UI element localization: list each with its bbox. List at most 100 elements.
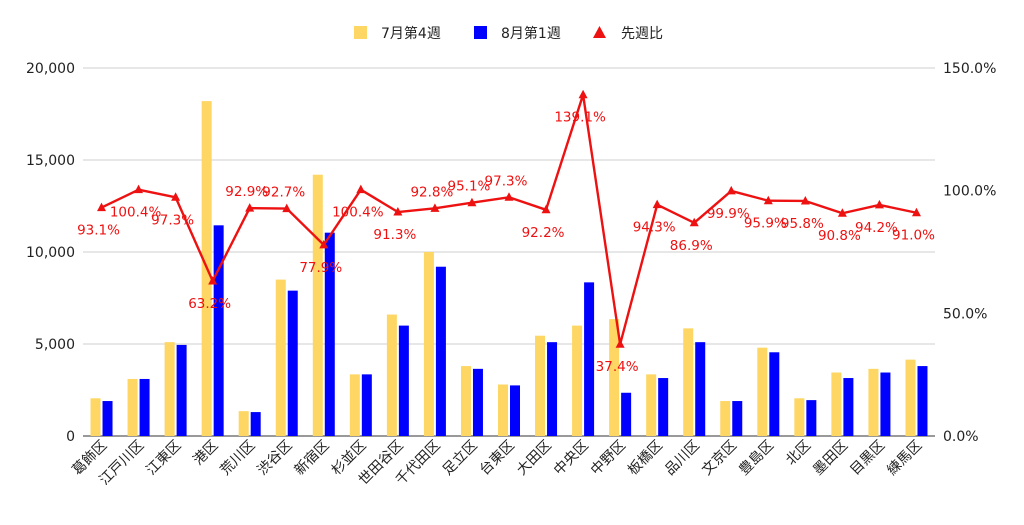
bar-july-week4 xyxy=(275,279,286,436)
bar-august-week1 xyxy=(917,366,928,436)
ratio-line xyxy=(97,89,921,348)
ratio-marker xyxy=(689,217,699,227)
category-label: 中央区 xyxy=(551,438,592,479)
left-tick-label: 20,000 xyxy=(26,61,75,77)
legend: 7月第4週 8月第1週 先週比 xyxy=(354,25,663,42)
category-label: 新宿区 xyxy=(291,437,333,479)
bar-july-week4 xyxy=(312,174,323,436)
ratio-marker xyxy=(245,203,255,212)
bar-august-week1 xyxy=(361,374,372,436)
ratio-data-label: 92.2% xyxy=(522,225,565,241)
ratio-data-label: 139.1% xyxy=(554,110,606,126)
right-axis: 0.0% 50.0% 100.0% 150.0% xyxy=(943,61,996,445)
ratio-marker xyxy=(837,208,847,217)
ratio-marker xyxy=(393,207,403,216)
ratio-marker xyxy=(171,192,181,201)
right-tick-label: 0.0% xyxy=(943,429,979,445)
data-labels: 93.1%100.4%97.3%63.2%92.9%92.7%77.9%100.… xyxy=(77,110,935,376)
category-label: 品川区 xyxy=(662,438,703,479)
category-label: 墨田区 xyxy=(810,438,851,479)
category-label: 台東区 xyxy=(477,438,518,479)
ratio-marker xyxy=(467,197,477,207)
category-label: 荒川区 xyxy=(218,438,259,479)
ratio-data-label: 92.9% xyxy=(225,184,268,200)
ratio-data-label: 37.4% xyxy=(596,359,639,375)
ratio-data-label: 95.1% xyxy=(448,179,491,195)
ratio-data-label: 94.3% xyxy=(633,220,676,236)
ratio-marker xyxy=(800,195,810,205)
left-tick-label: 15,000 xyxy=(26,153,75,169)
bar-august-week1 xyxy=(510,385,520,436)
ratio-data-label: 63.2% xyxy=(188,296,231,312)
legend-label-week-over-week: 先週比 xyxy=(621,26,663,42)
ratio-data-label: 99.9% xyxy=(707,206,750,222)
ratio-data-label: 91.3% xyxy=(373,227,416,243)
ratio-marker xyxy=(578,89,588,99)
bar-august-week1 xyxy=(621,392,632,436)
legend-triangle-icon xyxy=(593,26,606,38)
bar-august-week1 xyxy=(769,352,780,436)
bar-july-week4 xyxy=(238,411,249,436)
ratio-marker xyxy=(319,239,329,249)
left-axis: 0 5,000 10,000 15,000 20,000 xyxy=(26,61,75,445)
ratio-data-label: 95.8% xyxy=(781,216,824,232)
bar-august-week1 xyxy=(435,266,446,436)
bar-august-week1 xyxy=(287,290,298,436)
right-tick-label: 150.0% xyxy=(943,61,996,77)
legend-label-july-week4: 7月第4週 xyxy=(381,25,441,42)
bar-august-week1 xyxy=(102,401,113,436)
bar-july-week4 xyxy=(423,252,434,436)
category-label: 練馬区 xyxy=(884,438,925,479)
ratio-marker xyxy=(208,275,218,285)
ratio-data-label: 100.4% xyxy=(332,205,384,221)
ratio-marker xyxy=(911,207,921,217)
bar-july-week4 xyxy=(460,366,471,436)
category-label: 江東区 xyxy=(143,438,184,479)
category-label: 港区 xyxy=(190,438,221,469)
ratio-marker xyxy=(541,204,551,214)
bar-august-week1 xyxy=(250,412,261,436)
bar-july-week4 xyxy=(720,401,731,436)
ratio-marker xyxy=(726,185,736,195)
ratio-data-label: 97.3% xyxy=(485,173,528,189)
ratio-data-label: 95.9% xyxy=(744,216,787,232)
left-tick-label: 10,000 xyxy=(26,245,75,261)
bar-august-week1 xyxy=(472,368,483,436)
ratio-data-label: 100.4% xyxy=(110,205,162,221)
bar-august-week1 xyxy=(139,378,150,436)
ratio-data-label: 90.8% xyxy=(818,228,861,244)
bar-july-week4 xyxy=(757,347,768,436)
category-label: 板橋区 xyxy=(625,438,666,479)
ratio-marker xyxy=(356,184,366,194)
ratio-marker xyxy=(615,339,625,348)
gridlines xyxy=(83,67,935,437)
ratio-data-label: 86.9% xyxy=(670,238,713,254)
bar-july-week4 xyxy=(905,359,916,436)
bar-august-week1 xyxy=(880,372,891,436)
bar-august-week1 xyxy=(658,378,669,436)
category-label: 目黒区 xyxy=(847,438,888,479)
category-label: 中野区 xyxy=(588,438,629,479)
ratio-marker xyxy=(763,195,773,205)
bar-august-week1 xyxy=(547,342,558,436)
left-tick-label: 0 xyxy=(66,429,75,445)
bar-july-week4 xyxy=(498,384,508,436)
bar-july-week4 xyxy=(572,325,583,436)
ratio-data-label: 92.7% xyxy=(262,185,305,201)
left-tick-label: 5,000 xyxy=(35,337,75,353)
category-label: 豊島区 xyxy=(736,438,777,479)
category-label: 文京区 xyxy=(699,438,740,479)
ratio-marker xyxy=(504,192,514,201)
ratio-marker xyxy=(134,184,144,194)
right-tick-label: 50.0% xyxy=(943,306,987,322)
ratio-data-label: 92.8% xyxy=(410,184,453,200)
bar-july-week4 xyxy=(868,368,879,436)
ratio-marker xyxy=(282,203,292,213)
bar-august-week1 xyxy=(584,282,595,436)
bars xyxy=(90,101,928,437)
ratio-data-label: 77.9% xyxy=(299,260,342,276)
bar-july-week4 xyxy=(609,319,620,436)
bar-july-week4 xyxy=(831,372,842,436)
